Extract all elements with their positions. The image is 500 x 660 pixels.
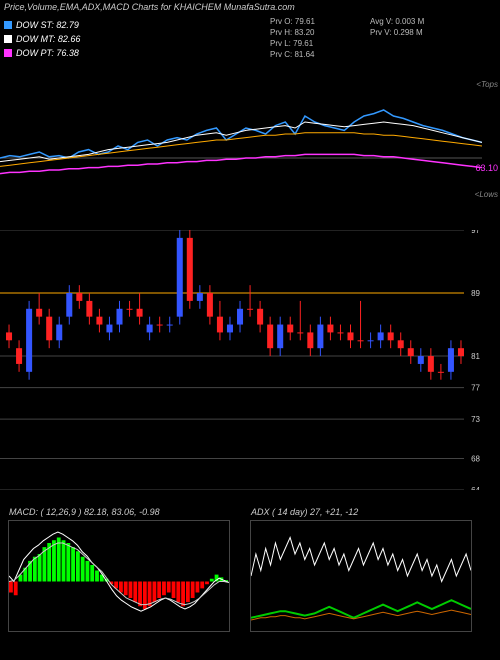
tops-label: <Tops xyxy=(476,80,498,89)
stat-row: Avg V: 0.003 M xyxy=(370,16,424,27)
svg-text:89: 89 xyxy=(471,289,480,298)
legend-swatch xyxy=(4,49,12,57)
lows-label: <Lows xyxy=(475,190,498,199)
ohlc-stats: Prv O: 79.61Prv H: 83.20Prv L: 79.61Prv … xyxy=(270,16,315,60)
stat-row: Prv O: 79.61 xyxy=(270,16,315,27)
legend-item: DOW MT: 82.66 xyxy=(4,32,80,46)
adx-title: ADX ( 14 day) 27, +21, -12 xyxy=(251,507,358,517)
legend-label: DOW MT: 82.66 xyxy=(16,32,80,46)
legend-swatch xyxy=(4,21,12,29)
svg-text:68: 68 xyxy=(471,454,480,463)
adx-svg xyxy=(251,521,471,631)
svg-text:81: 81 xyxy=(471,352,480,361)
svg-text:77: 77 xyxy=(471,384,480,393)
candlestick-chart: 97 89 81 77 73 68 64 xyxy=(0,230,500,490)
svg-text:97: 97 xyxy=(471,230,480,235)
legend-swatch xyxy=(4,35,12,43)
volume-stats: Avg V: 0.003 MPrv V: 0.298 M xyxy=(370,16,424,38)
candle-svg: 97 89 81 77 73 68 64 xyxy=(0,230,482,490)
legend-label: DOW ST: 82.79 xyxy=(16,18,79,32)
legend-item: DOW ST: 82.79 xyxy=(4,18,80,32)
stat-row: Prv H: 83.20 xyxy=(270,27,315,38)
chart-container: Price,Volume,EMA,ADX,MACD Charts for KHA… xyxy=(0,0,500,660)
page-title: Price,Volume,EMA,ADX,MACD Charts for KHA… xyxy=(4,2,295,12)
macd-title: MACD: ( 12,26,9 ) 82.18, 83.06, -0.98 xyxy=(9,507,160,517)
svg-text:73: 73 xyxy=(471,415,480,424)
adx-chart: ADX ( 14 day) 27, +21, -12 xyxy=(250,520,472,632)
svg-text:64: 64 xyxy=(471,486,480,490)
legend-label: DOW PT: 76.38 xyxy=(16,46,79,60)
legend: DOW ST: 82.79DOW MT: 82.66DOW PT: 76.38 xyxy=(4,18,80,60)
stat-row: Prv C: 81.64 xyxy=(270,49,315,60)
stat-row: Prv V: 0.298 M xyxy=(370,27,424,38)
macd-svg xyxy=(9,521,229,631)
legend-item: DOW PT: 76.38 xyxy=(4,46,80,60)
macd-chart: MACD: ( 12,26,9 ) 82.18, 83.06, -0.98 xyxy=(8,520,230,632)
ema-line-chart: <Tops <Lows 63.10 xyxy=(0,80,500,200)
ema-value-label: 63.10 xyxy=(475,163,498,173)
ema-svg xyxy=(0,80,482,200)
stat-row: Prv L: 79.61 xyxy=(270,38,315,49)
